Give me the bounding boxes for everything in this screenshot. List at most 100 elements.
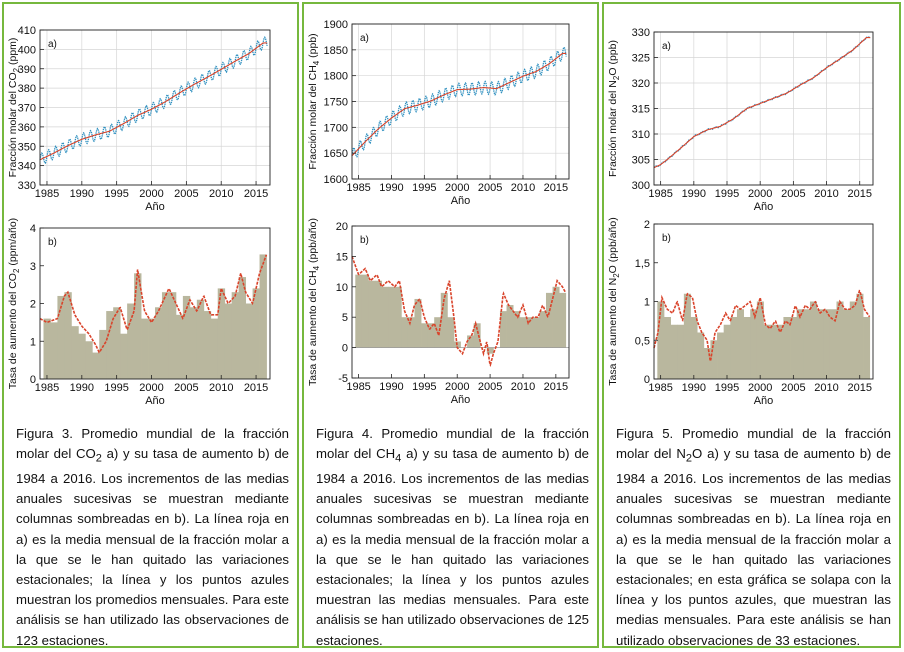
bar	[717, 332, 725, 379]
x-tick-label: 1995	[715, 382, 739, 394]
y-tick-label: 320	[632, 78, 650, 90]
y-tick-label: 340	[18, 161, 36, 173]
figure-caption: Figura 5. Promedio mundial de la fracció…	[616, 424, 891, 651]
bar	[421, 323, 429, 348]
y-tick-label: 380	[18, 83, 36, 95]
y-tick-label: -5	[338, 373, 348, 385]
bar	[394, 286, 402, 348]
y-tick-label: 1650	[324, 148, 348, 160]
y-axis-label-subscript: 2	[12, 67, 21, 72]
bar	[690, 317, 698, 379]
x-tick-label: 2010	[511, 182, 535, 194]
bar	[57, 295, 65, 379]
monthly-mean-line	[653, 36, 871, 169]
y-tick-label: 0	[30, 374, 36, 386]
bar	[499, 311, 507, 348]
bar-chart: 1985 1990 1995 2000 2005 2010 2015 0 0,5 1 1,5 2 b) A…	[607, 217, 874, 407]
x-tick-label: 2015	[847, 188, 871, 200]
panel-label: b)	[48, 237, 57, 248]
bar	[829, 309, 837, 379]
y-tick-label: 300	[632, 180, 650, 192]
bar	[552, 286, 560, 348]
x-tick-label: 1985	[648, 382, 672, 394]
y-axis-label-part: O (ppb/año)	[607, 217, 619, 273]
x-axis-label: Año	[145, 395, 165, 407]
deseasonalized-line	[39, 42, 268, 161]
caption-subscript: 4	[395, 452, 402, 465]
bar	[723, 324, 731, 379]
bar	[856, 293, 864, 379]
y-tick-label: 4	[30, 223, 36, 235]
bar	[776, 324, 784, 379]
y-tick-label: 1900	[324, 19, 348, 31]
y-tick-label: 1850	[324, 45, 348, 57]
bar	[796, 309, 804, 379]
bar	[141, 318, 149, 379]
bar	[849, 301, 857, 379]
x-tick-label: 2015	[244, 188, 268, 200]
figure-caption: Figura 4. Promedio mundial de la fracció…	[316, 424, 589, 651]
bar	[120, 333, 128, 379]
x-tick-label: 2010	[814, 188, 838, 200]
y-tick-label: 3	[30, 261, 36, 273]
bar	[168, 292, 177, 379]
bar	[447, 317, 455, 348]
panel-n2o: 1985 1990 1995 2000 2005 2010 2015 300 305 310 315…	[602, 2, 901, 648]
bar	[43, 318, 51, 379]
bar	[245, 303, 253, 379]
bar	[473, 323, 481, 348]
y-axis-label-subscript: 2	[612, 273, 621, 278]
y-tick-label: 0	[644, 374, 650, 386]
y-axis-label-part: Tasa de aumento del CH	[307, 270, 319, 386]
bar-chart: 1985 1990 1995 2000 2005 2010 2015 0 1 2 3 4 b) Año Ta…	[7, 218, 271, 407]
x-tick-label: 2015	[244, 382, 268, 394]
x-axis-label: Año	[451, 394, 471, 406]
bar	[663, 317, 671, 379]
caption-part: Figura 3. Promedio mundial de la fracció…	[16, 426, 289, 462]
bar	[539, 311, 547, 348]
bar	[196, 299, 205, 379]
x-axis-label: Año	[754, 201, 774, 213]
x-tick-label: 2005	[781, 188, 805, 200]
caption-part: O a) y su tasa de aumento b) de 1984 a 2…	[616, 446, 891, 648]
bar	[697, 332, 705, 379]
bar-chart: 1985 1990 1995 2000 2005 2010 2015 -5 0 5 10 15 20 b)…	[307, 218, 570, 406]
y-tick-label: 310	[632, 129, 650, 141]
y-axis-label-subscript: 2	[12, 268, 21, 273]
bar	[203, 311, 212, 379]
y-tick-label: 1600	[324, 174, 348, 186]
bar	[770, 324, 778, 379]
bar	[790, 317, 798, 379]
y-tick-label: 10	[336, 282, 348, 294]
y-tick-label: 20	[336, 221, 348, 233]
y-tick-label: 400	[18, 44, 36, 56]
x-tick-label: 1995	[715, 188, 739, 200]
bar	[809, 301, 817, 379]
y-axis-label: Fracción molar del CH4 (ppb)	[307, 33, 321, 169]
y-axis-label-part: (ppm/año)	[7, 218, 19, 269]
bar	[836, 301, 844, 379]
x-tick-label: 2005	[478, 381, 502, 393]
bar	[710, 340, 718, 379]
bar	[375, 280, 382, 348]
y-axis-label-part: (ppm)	[7, 38, 19, 68]
y-axis-label: Tasa de aumento del CO2 (ppm/año)	[7, 218, 21, 389]
y-axis-label: Fracción molar del N2O (ppb)	[607, 40, 621, 177]
panel-label: a)	[48, 39, 57, 50]
x-tick-label: 1995	[412, 182, 436, 194]
bar	[78, 333, 86, 379]
x-tick-label: 1990	[682, 188, 706, 200]
y-axis-label-subscript: 4	[312, 265, 321, 270]
x-tick-label: 2000	[748, 382, 772, 394]
y-axis-label-part: Tasa de aumento del N	[607, 278, 619, 386]
bar	[401, 317, 409, 348]
x-tick-label: 2015	[847, 382, 871, 394]
bar	[486, 347, 494, 354]
growth-rate-line	[351, 256, 567, 368]
x-tick-label: 2010	[511, 381, 535, 393]
y-tick-label: 1750	[324, 97, 348, 109]
bar	[99, 329, 107, 379]
caption-part: a) y su tasa de aumento b) de 1984 a 201…	[16, 446, 289, 648]
line-chart: 1985 1990 1995 2000 2005 2010 2015 330 340 350 360…	[7, 25, 271, 213]
bar	[71, 326, 79, 379]
